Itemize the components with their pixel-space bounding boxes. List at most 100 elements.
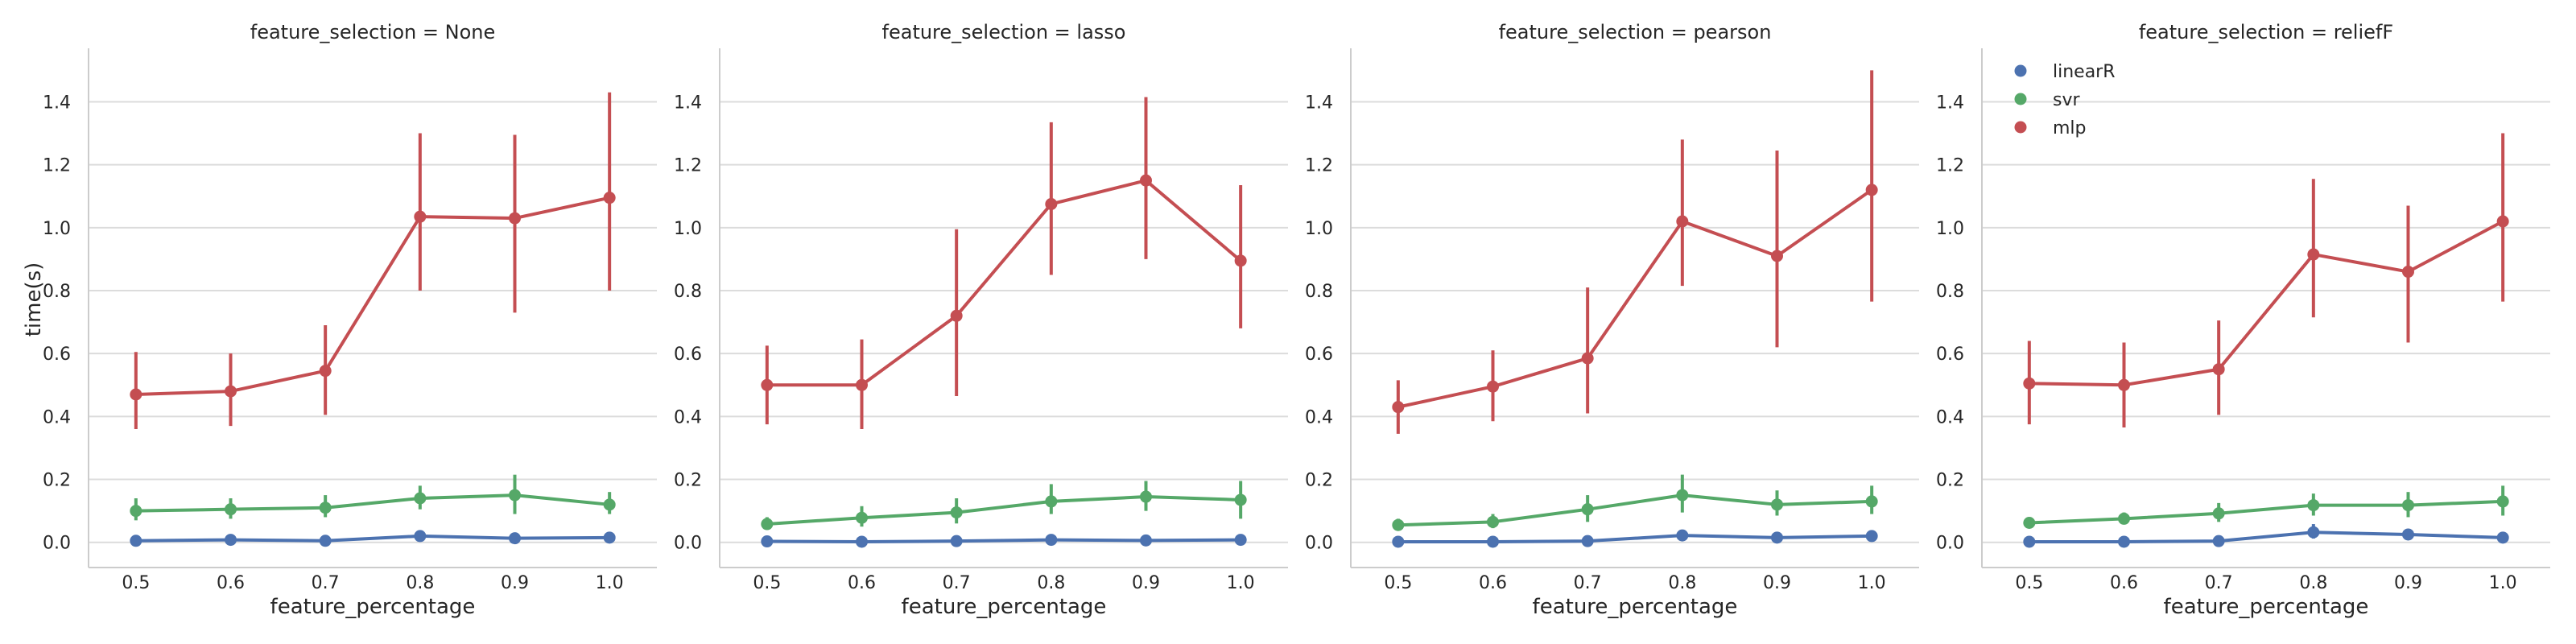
legend-marker [2014, 64, 2027, 77]
y-tick-label: 0.6 [43, 345, 71, 365]
data-point [319, 502, 332, 514]
x-tick-label: 1.0 [1227, 573, 1255, 593]
x-tick-label: 0.6 [1479, 573, 1507, 593]
x-tick-label: 0.7 [2205, 573, 2233, 593]
data-point [2118, 512, 2130, 525]
data-point [319, 365, 332, 378]
data-point [2118, 378, 2130, 391]
y-tick-label: 0.0 [1936, 534, 1964, 554]
data-point [761, 518, 774, 530]
data-point [414, 492, 427, 505]
data-point [856, 378, 868, 391]
series-linearR [1392, 529, 1878, 548]
x-tick-label: 0.9 [1763, 573, 1791, 593]
panel-title: feature_selection = None [250, 21, 496, 43]
data-point [1771, 531, 1783, 544]
x-tick-label: 0.8 [2299, 573, 2327, 593]
panel-title: feature_selection = pearson [1499, 21, 1772, 43]
x-tick-label: 0.8 [406, 573, 434, 593]
data-point [1234, 254, 1247, 267]
y-tick-label: 0.8 [1305, 282, 1333, 302]
y-tick-label: 0.4 [674, 407, 702, 427]
data-point [2023, 535, 2036, 548]
data-point [2307, 248, 2320, 261]
data-point [1234, 493, 1247, 506]
y-tick-label: 1.0 [1305, 219, 1333, 239]
data-point [1771, 250, 1783, 262]
y-tick-label: 1.2 [674, 156, 702, 176]
data-point [950, 535, 963, 547]
series-line [135, 493, 610, 513]
x-tick-label: 0.7 [943, 573, 971, 593]
data-point [603, 531, 616, 544]
data-point [2212, 363, 2225, 376]
data-point [1140, 174, 1152, 187]
x-tick-label: 0.9 [2394, 573, 2422, 593]
data-point [1676, 215, 1689, 228]
legend: linearR svr mlp [2014, 62, 2116, 138]
x-axis-label: feature_percentage [1533, 595, 1738, 619]
y-tick-label: 1.2 [1305, 156, 1333, 176]
x-tick-label: 0.5 [2015, 573, 2043, 593]
series-line [1397, 493, 1872, 527]
y-tick-label: 1.0 [674, 219, 702, 239]
data-point [1487, 380, 1499, 393]
y-tick-label: 1.0 [1936, 219, 1964, 239]
series-line [135, 534, 610, 543]
data-point [1487, 535, 1499, 548]
y-tick-label: 0.2 [1305, 471, 1333, 491]
y-tick-label: 1.2 [1936, 156, 1964, 176]
data-point [414, 530, 427, 543]
data-point [1045, 198, 1058, 210]
y-tick-label: 0.4 [1936, 407, 1964, 427]
y-tick-label: 0.6 [1305, 345, 1333, 365]
series-line [766, 495, 1241, 526]
x-tick-label: 1.0 [1858, 573, 1886, 593]
data-point [1865, 184, 1878, 196]
data-point [1865, 530, 1878, 543]
data-point [2023, 516, 2036, 529]
data-point [603, 192, 616, 204]
data-point [2496, 495, 2509, 508]
series-linearR [761, 534, 1247, 548]
y-tick-label: 1.4 [674, 93, 702, 113]
data-point [1234, 534, 1247, 547]
y-tick-label: 0.8 [1936, 282, 1964, 302]
x-tick-label: 0.6 [848, 573, 876, 593]
data-point [319, 535, 332, 547]
series-line [766, 179, 1242, 387]
data-point [225, 503, 237, 516]
x-axis-label: feature_percentage [270, 595, 476, 619]
legend-label: svr [2053, 90, 2080, 110]
data-point [1045, 495, 1058, 508]
legend-marker [2014, 93, 2027, 105]
legend-label: linearR [2053, 62, 2116, 82]
y-tick-label: 0.4 [1305, 407, 1333, 427]
x-axis-label: feature_percentage [2164, 595, 2369, 619]
y-tick-label: 1.4 [1305, 93, 1333, 113]
x-tick-label: 0.5 [753, 573, 781, 593]
panel-2: feature_selection = lasso 0.0 0.2 0.4 0.6 0.8… [674, 21, 1288, 619]
y-tick-label: 1.4 [43, 93, 71, 113]
x-tick-label: 0.9 [1132, 573, 1160, 593]
data-point [130, 535, 142, 547]
data-point [509, 532, 521, 545]
y-tick-label: 0.8 [43, 282, 71, 302]
data-point [2402, 499, 2414, 512]
y-tick-label: 0.4 [43, 407, 71, 427]
data-point [225, 385, 237, 398]
series-line [2029, 530, 2504, 543]
data-point [225, 534, 237, 547]
y-tick-label: 1.0 [43, 219, 71, 239]
data-point [1140, 534, 1152, 547]
x-tick-label: 1.0 [596, 573, 624, 593]
data-point [2212, 535, 2225, 547]
x-tick-label: 0.9 [501, 573, 529, 593]
data-point [1676, 529, 1689, 542]
panel-title: feature_selection = lasso [882, 21, 1126, 43]
data-point [2212, 507, 2225, 520]
y-tick-label: 0.0 [674, 534, 702, 554]
x-tick-label: 0.5 [122, 573, 150, 593]
series-line [2029, 220, 2504, 387]
data-point [509, 212, 521, 225]
